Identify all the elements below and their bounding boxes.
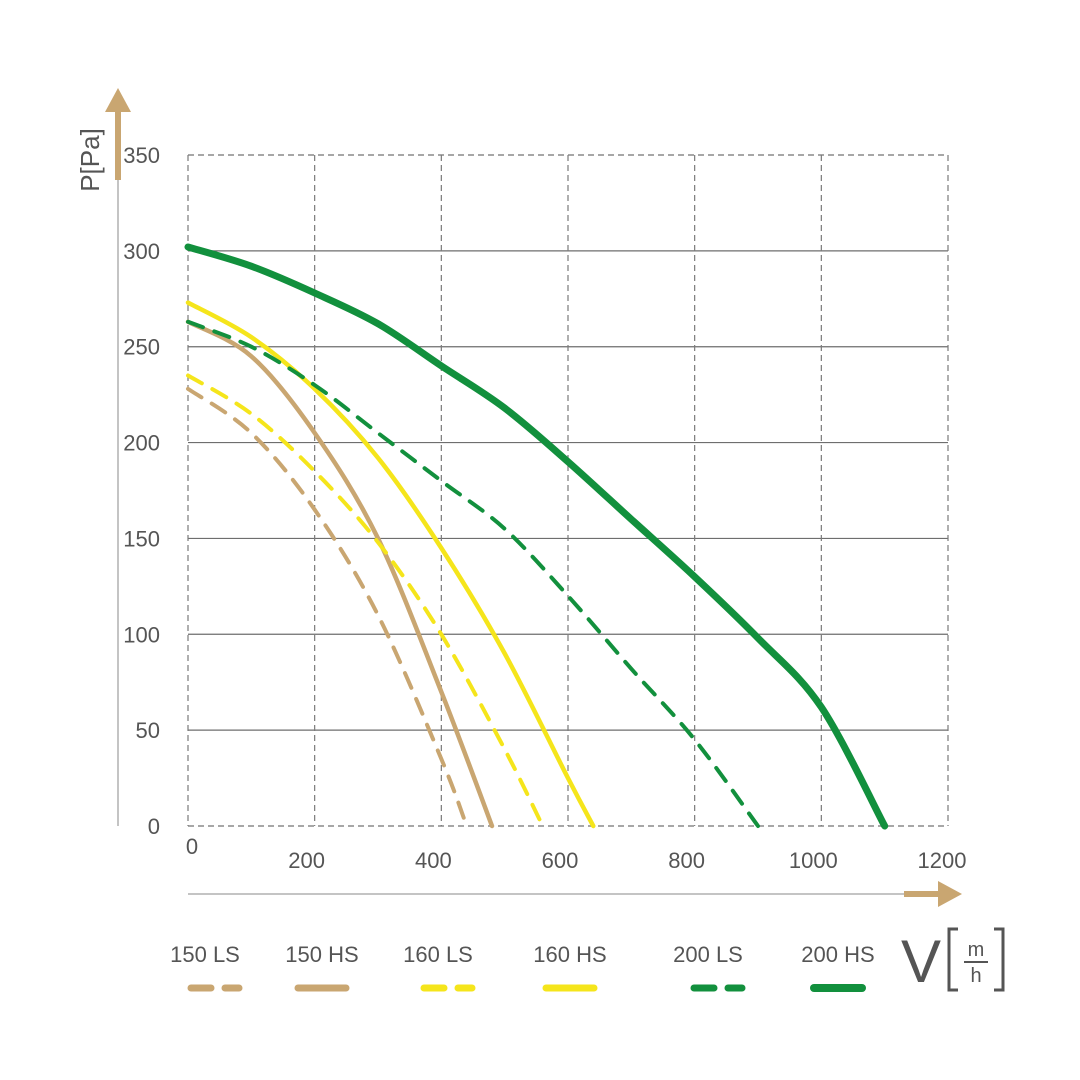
x-axis-label: V	[901, 928, 941, 995]
series-line-150-hs	[185, 319, 495, 829]
x-tick-label: 0	[186, 834, 198, 859]
x-tick-label: 400	[415, 848, 452, 873]
y-tick-label: 250	[123, 335, 160, 360]
legend-label: 150 LS	[170, 942, 240, 967]
series-lines	[184, 243, 889, 830]
legend-label: 160 LS	[403, 942, 473, 967]
y-tick-label: 0	[148, 814, 160, 839]
legend: 150 LS 150 HS 160 LS 160 HS 200 LS 200 HS	[170, 942, 875, 992]
x-unit-numerator: m	[968, 939, 985, 961]
y-axis-arrow-head	[105, 88, 131, 112]
x-axis-title: V m h	[901, 927, 1005, 995]
x-tick-label: 800	[668, 848, 705, 873]
axes	[105, 88, 962, 907]
y-axis-label: P[Pa]	[75, 128, 105, 192]
legend-label: 160 HS	[533, 942, 606, 967]
x-tick-labels: 0 200 400 600 800 1000 1200	[186, 834, 967, 873]
legend-label: 150 HS	[285, 942, 358, 967]
y-tick-label: 100	[123, 622, 160, 647]
y-tick-label: 300	[123, 239, 160, 264]
unit-bracket-right	[994, 927, 1005, 992]
x-unit-denominator: h	[970, 965, 981, 987]
legend-label: 200 LS	[673, 942, 743, 967]
x-axis-arrow-head	[938, 881, 962, 907]
series-line-200-hs	[184, 243, 889, 830]
series-line-160-hs	[185, 300, 596, 829]
series-line-200-ls	[186, 319, 760, 828]
unit-bracket-left	[947, 927, 958, 992]
legend-label: 200 HS	[801, 942, 874, 967]
y-tick-labels: 0 50 100 150 200 250 300 350	[123, 143, 160, 839]
y-tick-label: 350	[123, 143, 160, 168]
y-tick-label: 200	[123, 431, 160, 456]
x-tick-label: 200	[288, 848, 325, 873]
y-tick-label: 150	[123, 526, 160, 551]
y-tick-label: 50	[136, 718, 160, 743]
grid	[187, 154, 949, 827]
series-line-150-ls	[186, 386, 469, 828]
series-line-160-ls	[186, 373, 545, 828]
x-tick-label: 600	[542, 848, 579, 873]
x-tick-label: 1200	[918, 848, 967, 873]
x-tick-label: 1000	[789, 848, 838, 873]
